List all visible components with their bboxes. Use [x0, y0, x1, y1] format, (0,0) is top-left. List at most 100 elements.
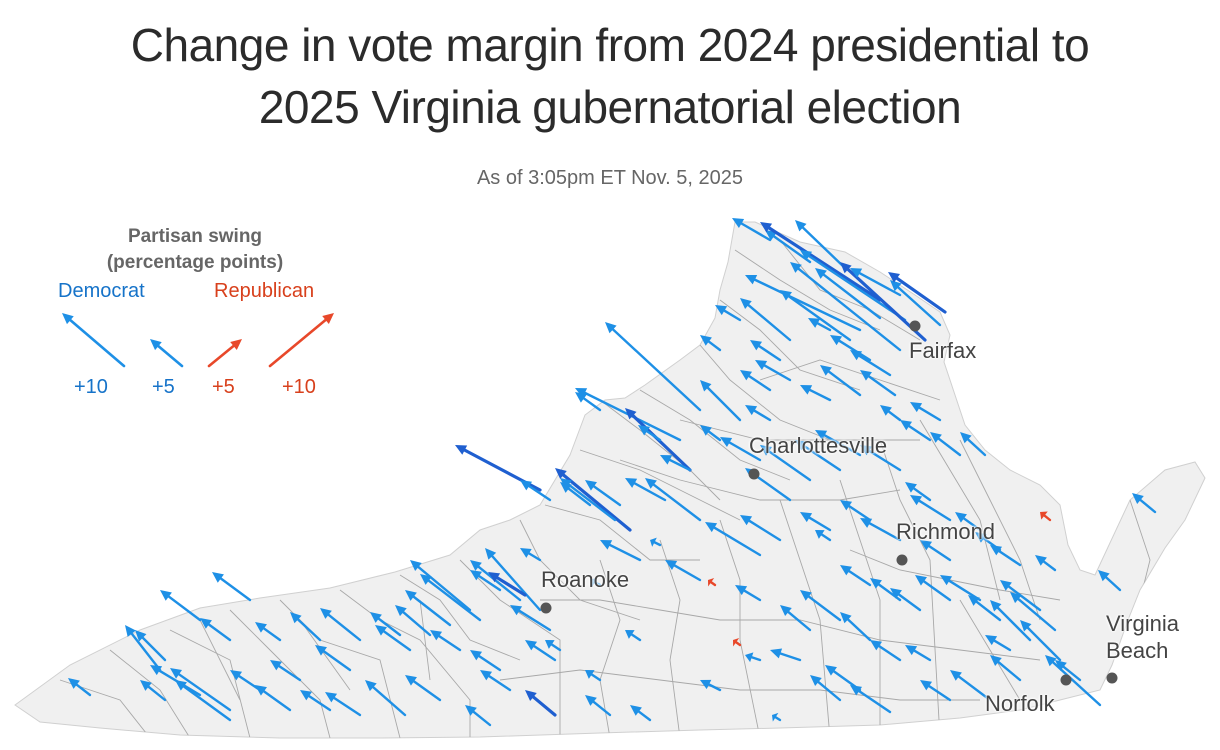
democrat-swing-arrow: [420, 574, 482, 622]
democrat-swing-arrow: [300, 690, 332, 712]
democrat-swing-arrow: [950, 670, 992, 702]
city-dot: [1060, 674, 1072, 686]
city-label-norfolk: Norfolk: [985, 691, 1055, 716]
city-dot: [748, 468, 760, 480]
democrat-swing-arrow: [1000, 580, 1042, 612]
democrat-swing-arrow: [750, 340, 782, 362]
legend-republican-label: Republican: [214, 280, 315, 302]
democrat-swing-arrow: [585, 670, 602, 682]
democrat-swing-arrow: [700, 425, 722, 442]
democrat-swing-arrow: [990, 655, 1022, 682]
democrat-swing-arrow: [790, 262, 902, 352]
democrat-swing-arrow: [985, 635, 1012, 652]
democrat-swing-arrow: [890, 588, 922, 612]
democrat-swing-arrow: [638, 425, 662, 442]
democrat-swing-arrow: [890, 280, 942, 327]
legend-arrows: [62, 313, 334, 368]
democrat-swing-arrow: [960, 432, 987, 457]
democrat-swing-arrow: [470, 560, 522, 602]
democrat-swing-arrow: [900, 420, 932, 442]
democrat-swing-arrow: [968, 595, 1002, 622]
democrat-swing-arrow: [520, 548, 542, 562]
city-dots: [540, 320, 1118, 686]
democrat-swing-arrow: [600, 540, 642, 562]
democrat-swing-arrow: [270, 660, 302, 682]
democrat-swing-arrow: [585, 480, 622, 507]
democrat-swing-arrow: [1035, 555, 1057, 572]
democrat-swing-arrow: [860, 370, 897, 397]
democrat-swing-arrow: [485, 548, 542, 612]
democrat-swing-arrow: [200, 618, 232, 642]
chart-title: Change in vote margin from 2024 presiden…: [0, 14, 1220, 138]
legend-arrow-dem-5: [150, 339, 184, 368]
democrat-swing-arrow: [772, 712, 782, 722]
democrat-swing-arrow: [815, 268, 882, 320]
democrat-swing-arrow: [375, 625, 412, 652]
democrat-swing-arrow: [605, 322, 702, 412]
democrat-swing-arrow: [315, 645, 352, 672]
democrat-swing-arrow: [325, 692, 362, 717]
democrat-swing-arrow: [700, 335, 722, 352]
democrat-swing-arrow: [700, 679, 722, 692]
democrat-swing-arrow: [645, 478, 702, 522]
democrat-swing-arrow: [625, 408, 692, 472]
democrat-swing-arrow: [405, 590, 452, 627]
democrat-swing-arrow: [732, 218, 772, 242]
democrat-swing-arrow: [795, 220, 847, 270]
democrat-swing-arrow: [745, 652, 762, 663]
democrat-swing-arrow: [370, 612, 402, 637]
democrat-swing-arrow: [255, 622, 282, 642]
legend-value-dem-10: +10: [74, 376, 108, 398]
city-dot: [896, 554, 908, 566]
democrat-swing-arrow: [800, 250, 907, 322]
democrat-swing-arrow: [755, 360, 792, 382]
democrat-swing-arrow: [175, 680, 232, 722]
democrat-swing-arrow: [735, 585, 762, 602]
democrat-swing-arrow: [905, 482, 932, 502]
legend-arrow-rep-10: [268, 313, 334, 368]
democrat-swing-arrow: [510, 605, 552, 632]
title-line-2: 2025 Virginia gubernatorial election: [258, 81, 962, 133]
democrat-swing-arrow: [800, 385, 832, 402]
democrat-swing-arrow: [705, 522, 762, 557]
democrat-swing-arrow: [465, 705, 492, 727]
democrat-swing-arrow: [470, 650, 502, 672]
democrat-swing-arrow: [840, 565, 872, 587]
democrat-swing-arrow: [860, 518, 902, 542]
democrat-swing-arrow: [930, 432, 962, 457]
democrat-swing-arrow: [140, 680, 167, 702]
democrat-swing-arrow: [860, 445, 902, 472]
city-dot: [909, 320, 921, 332]
democrat-swing-arrow: [780, 290, 852, 342]
democrat-swing-arrow: [910, 495, 952, 522]
democrat-swing-arrow: [1020, 620, 1062, 662]
democrat-swing-arrow: [990, 545, 1022, 567]
democrat-swing-arrow: [585, 695, 612, 717]
legend-democrat-label: Democrat: [58, 280, 145, 302]
virginia-land: [14, 221, 1206, 739]
democrat-swing-arrow: [990, 600, 1032, 642]
democrat-swing-arrow: [1132, 493, 1157, 514]
democrat-swing-arrow: [660, 455, 692, 472]
democrat-swing-arrow: [480, 670, 512, 692]
legend-value-dem-5: +5: [152, 376, 175, 398]
title-line-1: Change in vote margin from 2024 presiden…: [130, 19, 1090, 71]
democrat-swing-arrow: [840, 500, 872, 522]
democrat-swing-arrow: [575, 392, 602, 412]
democrat-swing-arrow: [68, 678, 92, 697]
democrat-swing-arrow: [625, 630, 642, 642]
democrat-swing-arrow: [160, 590, 202, 622]
republican-swing-arrow: [708, 578, 717, 587]
democrat-swing-arrow: [800, 590, 842, 622]
democrat-swing-arrow: [1055, 660, 1082, 682]
city-label-charlottesville: Charlottesville: [749, 433, 888, 458]
democrat-swing-arrow: [395, 605, 432, 637]
city-label-virginia-beach: Virginia Beach: [1106, 611, 1179, 663]
democrat-swing-arrow: [590, 577, 602, 587]
democrat-swing-arrow: [840, 612, 872, 642]
democrat-swing-arrow: [915, 575, 952, 602]
legend-title: Partisan swing (percentage points): [40, 224, 350, 276]
democrat-swing-arrow: [870, 640, 902, 662]
democrat-swing-arrow: [125, 625, 162, 672]
